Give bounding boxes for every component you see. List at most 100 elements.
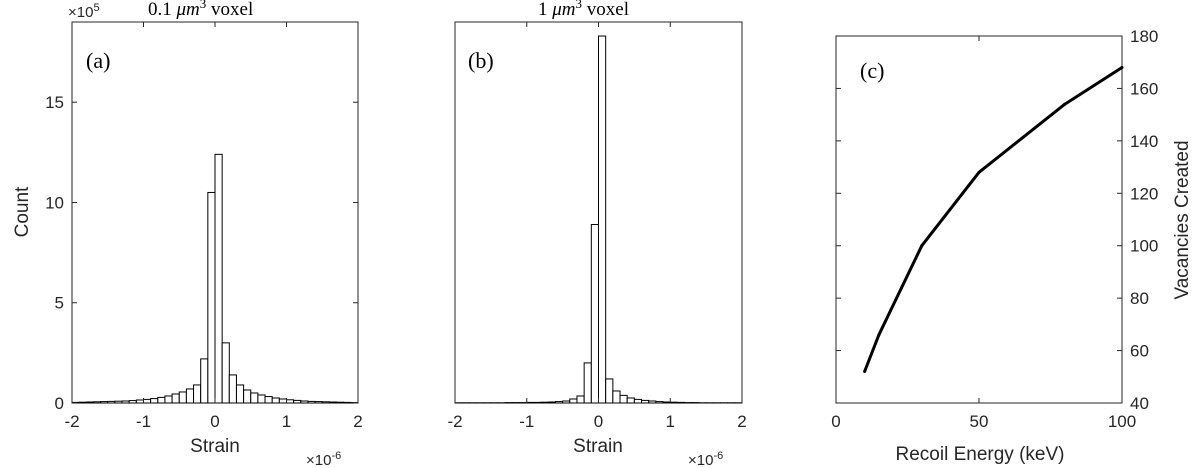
y-tick-label: 15 xyxy=(45,93,64,112)
y-tick-label: 60 xyxy=(1130,342,1149,361)
y-tick-label: 40 xyxy=(1130,394,1149,413)
histogram-bar xyxy=(92,401,102,404)
histogram-bar xyxy=(107,400,116,404)
x-tick-label: -2 xyxy=(447,412,462,431)
histogram-bar xyxy=(171,393,180,404)
panel-a-x-exponent: ×10-6 xyxy=(306,450,341,468)
histogram-bar xyxy=(193,384,202,404)
panel-b-title: 1 μm3 voxel xyxy=(538,0,629,20)
histogram-bar xyxy=(526,401,535,404)
panel-c-series-line xyxy=(863,66,1123,373)
y-tick-label: 180 xyxy=(1130,27,1158,46)
histogram-bar xyxy=(321,401,330,404)
histogram-bar xyxy=(343,401,352,404)
panel-b-x-axis-label: Strain xyxy=(573,436,623,457)
histogram-bar xyxy=(150,398,159,404)
histogram-bar xyxy=(200,358,209,404)
x-tick-label: 0 xyxy=(594,412,603,431)
y-tick-label: 0 xyxy=(55,394,64,413)
histogram-bar xyxy=(533,401,542,404)
panel-c-x-ticks: 0 50 100 xyxy=(831,36,1136,431)
data-point xyxy=(877,333,881,337)
x-tick-label: 2 xyxy=(353,412,362,431)
histogram-bar xyxy=(114,400,123,404)
histogram-bar xyxy=(669,401,678,404)
panel-b-x-ticks: -2 -1 0 1 2 xyxy=(447,22,747,431)
panel-a-label: (a) xyxy=(86,48,110,73)
panel-a-title: 0.1 μm3 voxel xyxy=(148,0,253,20)
histogram-bar xyxy=(554,401,564,404)
histogram-bar xyxy=(598,35,607,404)
panel-a-y-exponent: ×105 xyxy=(68,2,100,21)
histogram-bar xyxy=(576,395,585,404)
panel-c-label: (c) xyxy=(860,58,884,83)
panel-c-y-axis-label: Vacancies Created xyxy=(1172,140,1193,299)
data-point xyxy=(1063,102,1067,106)
histogram-bar xyxy=(619,394,628,404)
histogram-bar xyxy=(562,400,571,404)
histogram-bar xyxy=(185,388,195,404)
histogram-bar xyxy=(569,398,578,404)
histogram-bar xyxy=(583,362,592,404)
histogram-bar xyxy=(662,401,671,404)
panel-a-x-ticks: -2 -1 0 1 2 xyxy=(64,22,363,431)
histogram-bar xyxy=(641,399,650,404)
histogram-bar xyxy=(307,400,316,404)
histogram-bar xyxy=(250,392,259,404)
panel-a: -2 -1 0 1 2 0 5 10 15 (a) 0.1 μm3 voxel ×105 ×1… xyxy=(12,0,363,468)
histogram-bar xyxy=(178,391,187,404)
histogram-bar xyxy=(336,401,345,404)
x-tick-label: -1 xyxy=(136,412,151,431)
x-tick-label: 50 xyxy=(970,412,989,431)
panel-c-axes-frame xyxy=(835,35,1123,404)
histogram-bar xyxy=(128,400,137,404)
x-tick-label: 0 xyxy=(210,412,219,431)
histogram-bar xyxy=(655,401,664,404)
histogram-bar xyxy=(228,374,237,404)
histogram-bar xyxy=(328,401,338,404)
panel-b-bars xyxy=(454,35,743,404)
panel-c-y-ticks: 40 60 80 100 120 140 160 180 xyxy=(836,27,1158,413)
data-point xyxy=(920,244,924,248)
histogram-bar xyxy=(278,398,288,404)
x-tick-label: 1 xyxy=(666,412,675,431)
x-tick-label: -1 xyxy=(519,412,534,431)
histogram-bar xyxy=(540,401,549,404)
histogram-bar xyxy=(164,395,173,404)
y-tick-label: 80 xyxy=(1130,289,1149,308)
panel-a-bars xyxy=(71,153,359,404)
histogram-bar xyxy=(293,399,302,404)
histogram-bar xyxy=(143,398,152,404)
histogram-bar xyxy=(235,384,245,404)
data-point xyxy=(1120,65,1124,69)
histogram-bar xyxy=(300,400,309,404)
x-tick-label: 100 xyxy=(1108,412,1136,431)
histogram-bar xyxy=(271,397,280,404)
y-tick-label: 140 xyxy=(1130,132,1158,151)
y-tick-label: 5 xyxy=(55,294,64,313)
x-tick-label: 2 xyxy=(737,412,746,431)
x-tick-label: -2 xyxy=(64,412,79,431)
histogram-bar xyxy=(121,400,130,404)
histogram-bar xyxy=(648,400,657,404)
panel-b: -2 -1 0 1 2 (b) 1 μm3 voxel ×10-6 Strain xyxy=(447,0,746,468)
histogram-bar xyxy=(135,399,145,404)
histogram-bar xyxy=(264,396,273,404)
histogram-bar xyxy=(286,399,295,404)
histogram-bar xyxy=(157,396,166,404)
panel-a-y-axis-label: Count xyxy=(12,186,33,237)
histogram-bar xyxy=(257,394,266,404)
y-tick-label: 120 xyxy=(1130,184,1158,203)
panel-a-y-ticks: 0 5 10 15 xyxy=(45,93,358,413)
histogram-bar xyxy=(612,390,621,404)
histogram-bar xyxy=(605,378,614,404)
x-tick-label: 1 xyxy=(282,412,291,431)
panel-a-x-axis-label: Strain xyxy=(190,436,240,457)
histogram-bar xyxy=(314,401,323,404)
histogram-bar xyxy=(590,224,600,404)
panel-b-x-exponent: ×10-6 xyxy=(688,450,723,468)
histogram-bar xyxy=(547,401,556,404)
data-point xyxy=(977,170,981,174)
histogram-bar xyxy=(221,342,230,404)
